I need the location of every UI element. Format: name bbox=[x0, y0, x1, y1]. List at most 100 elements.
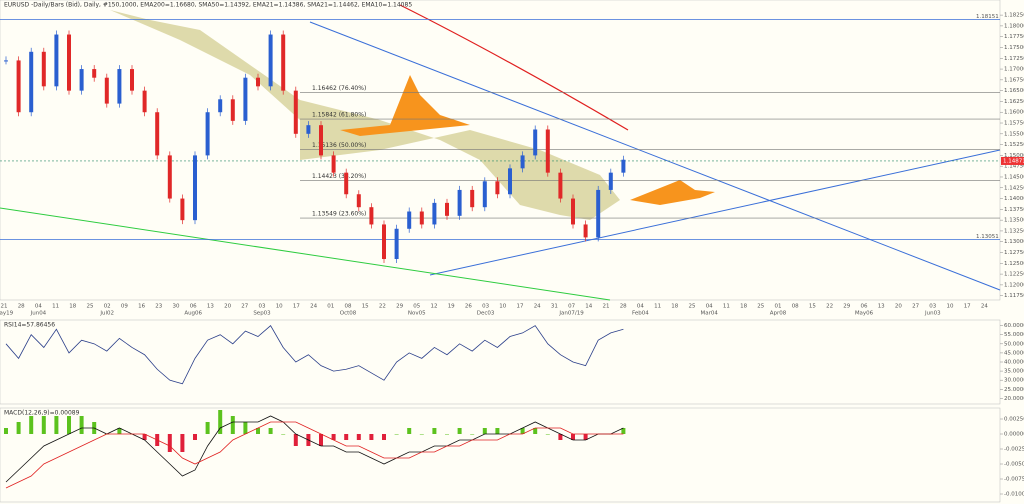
x-tick-label: 03 bbox=[929, 304, 936, 310]
candle bbox=[382, 224, 386, 259]
y-tick-label: 1.14500 bbox=[1004, 174, 1024, 180]
x-tick-label: 08 bbox=[345, 304, 352, 310]
x-tick-label: 20 bbox=[224, 304, 231, 310]
y-tick-label: 1.15500 bbox=[1004, 131, 1024, 137]
x-tick-label: 28 bbox=[18, 304, 25, 310]
x-tick-label: 03 bbox=[482, 304, 489, 310]
x-tick-label: 02 bbox=[104, 304, 111, 310]
y-tick-label: 1.15750 bbox=[1004, 121, 1024, 127]
fib-label: 1.16462 (76.40%) bbox=[312, 85, 366, 92]
histogram-bar bbox=[470, 434, 475, 435]
candle bbox=[508, 168, 512, 195]
y-tick-label: 25.00000 bbox=[1004, 387, 1024, 393]
x-tick-label: 04 bbox=[35, 304, 42, 310]
x-tick-label: 19 bbox=[448, 304, 455, 310]
histogram-bar bbox=[193, 434, 197, 440]
x-tick-label: 25 bbox=[757, 304, 764, 310]
y-tick-label: -0.00750 bbox=[1004, 477, 1024, 483]
histogram-bar bbox=[218, 410, 223, 434]
candle bbox=[230, 99, 235, 121]
y-tick-label: 40.00000 bbox=[1004, 360, 1024, 366]
month-label: Mar04 bbox=[701, 311, 719, 317]
candle bbox=[180, 198, 185, 221]
x-tick-label: 25 bbox=[87, 304, 94, 310]
histogram-bar bbox=[369, 434, 374, 440]
fib-label: 1.15842 (61.80%) bbox=[312, 112, 366, 119]
fib-label: 1.14423 (38.20%) bbox=[312, 173, 366, 180]
macd-line bbox=[5, 415, 624, 483]
histogram-bar bbox=[54, 416, 59, 434]
last-price-label: 1.14871 bbox=[1003, 158, 1024, 164]
y-tick-label: 45.00000 bbox=[1004, 350, 1024, 356]
x-tick-label: 11 bbox=[723, 304, 730, 310]
y-tick-label: 60.00000 bbox=[1004, 323, 1024, 329]
y-tick-label: 1.14000 bbox=[1004, 196, 1024, 202]
h-line-label: 1.13051 bbox=[976, 234, 999, 240]
x-tick-label: 29 bbox=[396, 304, 403, 310]
candle bbox=[41, 51, 46, 87]
month-label: Jan07/19 bbox=[558, 311, 584, 317]
histogram-bar bbox=[558, 434, 563, 440]
x-tick-label: 10 bbox=[276, 304, 283, 310]
candle bbox=[117, 69, 122, 104]
x-tick-label: 15 bbox=[362, 304, 369, 310]
histogram-bar bbox=[533, 428, 538, 434]
histogram-bar bbox=[419, 434, 424, 435]
histogram-bar bbox=[382, 434, 386, 440]
x-tick-label: 28 bbox=[620, 304, 627, 310]
candle bbox=[533, 129, 538, 156]
y-tick-label: 0.00000 bbox=[1004, 432, 1024, 438]
histogram-bar bbox=[167, 434, 172, 452]
candle bbox=[293, 90, 298, 134]
fib-label: 1.15136 (50.00%) bbox=[312, 142, 366, 149]
y-tick-label: 30.00000 bbox=[1004, 378, 1024, 384]
histogram-bar bbox=[583, 434, 588, 440]
candle bbox=[470, 189, 475, 208]
x-tick-label: 04 bbox=[637, 304, 644, 310]
candle bbox=[104, 77, 109, 104]
x-tick-label: 18 bbox=[671, 304, 678, 310]
histogram-bar bbox=[180, 434, 185, 452]
ema200 bbox=[399, 4, 629, 131]
x-tick-label: 22 bbox=[379, 304, 386, 310]
candle bbox=[167, 155, 172, 199]
x-tick-label: 11 bbox=[654, 304, 661, 310]
candle bbox=[344, 172, 349, 195]
candle bbox=[482, 181, 487, 208]
x-tick-label: 14 bbox=[585, 304, 592, 310]
y-tick-label: 1.13750 bbox=[1004, 207, 1024, 213]
trendline bbox=[309, 21, 1001, 291]
histogram-bar bbox=[256, 428, 260, 434]
x-tick-label: 10 bbox=[947, 304, 954, 310]
histogram-bar bbox=[67, 416, 71, 434]
candle bbox=[4, 60, 8, 62]
x-tick-label: 24 bbox=[310, 304, 317, 310]
macd-title: MACD(12,26,9)=0.00089 bbox=[4, 410, 80, 417]
candle bbox=[596, 189, 601, 238]
x-tick-label: 29 bbox=[843, 304, 850, 310]
x-tick-label: 05 bbox=[413, 304, 420, 310]
histogram-bar bbox=[344, 434, 349, 440]
trendline bbox=[429, 149, 1001, 276]
histogram-bar bbox=[495, 428, 500, 434]
y-tick-label: 1.15250 bbox=[1004, 142, 1024, 148]
x-tick-label: 25 bbox=[689, 304, 696, 310]
candle bbox=[256, 77, 260, 87]
y-tick-label: 1.11750 bbox=[1004, 293, 1024, 299]
candle bbox=[432, 202, 437, 225]
candle bbox=[545, 129, 550, 173]
month-label: Dec03 bbox=[477, 311, 495, 317]
histogram-bar bbox=[571, 434, 575, 440]
y-tick-label: 1.17250 bbox=[1004, 56, 1024, 62]
cloud-orange bbox=[340, 75, 470, 136]
candle bbox=[571, 198, 575, 225]
candle bbox=[356, 194, 361, 208]
candle bbox=[608, 172, 613, 190]
month-label: Nov05 bbox=[408, 311, 426, 317]
candle bbox=[193, 155, 197, 221]
histogram-bar bbox=[117, 428, 122, 434]
y-tick-label: 1.13250 bbox=[1004, 228, 1024, 234]
